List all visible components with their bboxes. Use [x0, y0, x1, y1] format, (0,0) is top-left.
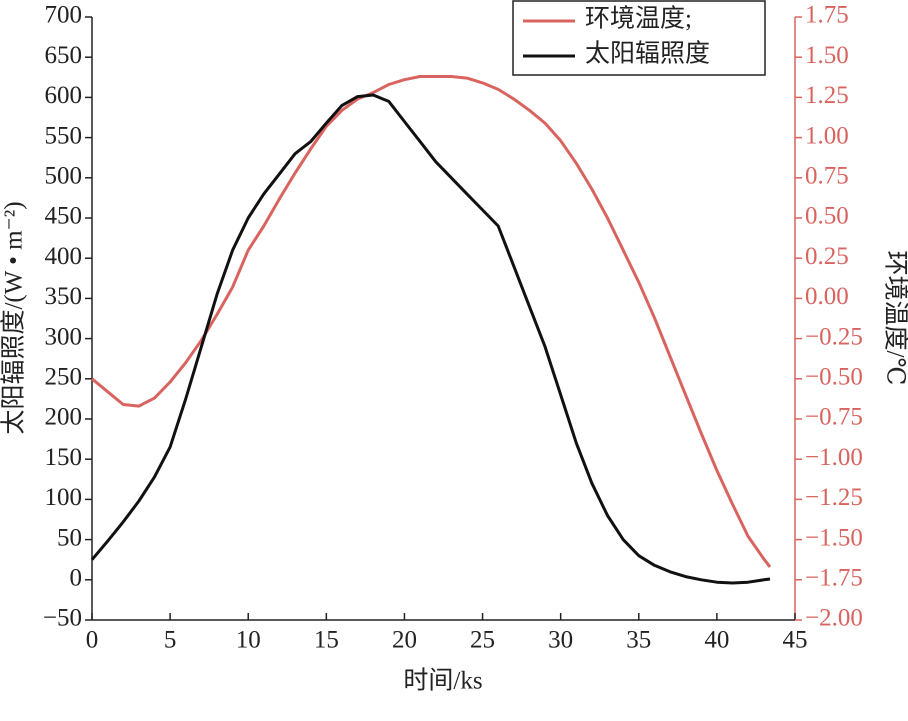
y2-tick-label: −0.75: [805, 404, 863, 431]
y-tick-label: 500: [45, 163, 83, 190]
x-axis-label: 时间/ks: [403, 667, 482, 695]
line-series: [90, 93, 771, 585]
y2-tick-label: 1.50: [805, 42, 849, 69]
y-tick-label: 150: [45, 444, 83, 471]
legend-box: [512, 0, 766, 76]
x-tick-label: 10: [236, 627, 261, 654]
y2-tick-label: 0.00: [805, 283, 849, 310]
legend-label: 太阳辐照度: [585, 40, 710, 68]
y-tick-label: 300: [45, 323, 83, 350]
y2-tick-label: 1.00: [805, 122, 849, 149]
y-tick-label: −50: [43, 605, 82, 632]
y2-tick-label: −0.50: [805, 364, 863, 391]
x-tick-label: 45: [783, 627, 808, 654]
y2-tick-label: 0.50: [805, 203, 849, 230]
x-tick-label: 20: [392, 627, 417, 654]
x-tick-label: 25: [470, 627, 495, 654]
y-tick-label: 600: [45, 82, 83, 109]
y-tick-label: 700: [45, 2, 83, 29]
y-tick-label: 50: [57, 524, 82, 551]
y2-tick-label: 1.25: [805, 82, 849, 109]
x-tick-label: 15: [314, 627, 339, 654]
x-tick-label: 5: [164, 627, 177, 654]
x-tick-label: 35: [626, 627, 651, 654]
x-tick-label: 30: [548, 627, 573, 654]
legend-label: 环境温度;: [585, 5, 692, 33]
y-axis-label: 太阳辐照度/(W • m⁻²): [0, 201, 28, 434]
y-tick-label: 100: [45, 484, 83, 511]
y-tick-label: 0: [70, 565, 83, 592]
y2-tick-label: −0.25: [805, 323, 863, 350]
line-series: [91, 75, 772, 568]
y2-tick-label: −1.00: [805, 444, 863, 471]
y2-tick-label: 0.75: [805, 163, 849, 190]
y-tick-label: 550: [45, 122, 83, 149]
y-tick-label: 450: [45, 203, 83, 230]
y2-tick-label: 1.75: [805, 2, 849, 29]
y2-tick-label: −1.25: [805, 484, 863, 511]
y2-axis-label: 环境温度/℃: [881, 251, 908, 386]
y2-tick-label: 0.25: [805, 243, 849, 270]
y-tick-label: 400: [45, 243, 83, 270]
x-tick-label: 0: [86, 627, 99, 654]
y2-tick-label: −2.00: [805, 605, 863, 632]
y2-tick-label: −1.50: [805, 524, 863, 551]
y-tick-label: 350: [45, 283, 83, 310]
y-tick-label: 250: [45, 364, 83, 391]
y-tick-label: 650: [45, 42, 83, 69]
y-tick-label: 200: [45, 404, 83, 431]
x-tick-label: 40: [704, 627, 729, 654]
y2-tick-label: −1.75: [805, 565, 863, 592]
